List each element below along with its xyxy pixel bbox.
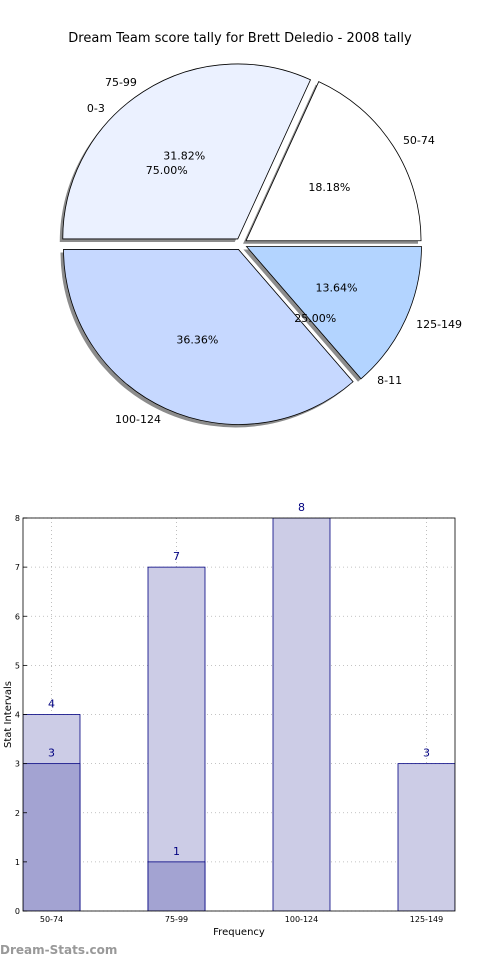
bars xyxy=(23,518,455,911)
pie-label-8-11: 8-11 xyxy=(377,374,402,387)
y-tick-label: 0 xyxy=(15,907,20,916)
x-tick-label: 100-124 xyxy=(285,915,318,924)
y-tick-label: 8 xyxy=(15,514,20,523)
pie-label-75-99: 75-99 xyxy=(105,76,137,89)
x-tick-label: 50-74 xyxy=(40,915,63,924)
watermark: Dream-Stats.com xyxy=(0,943,118,957)
bar-100-124-s0 xyxy=(272,518,331,911)
bar-value-label: 3 xyxy=(423,747,430,760)
y-axis-label: Stat Intervals xyxy=(3,681,14,748)
pie-label-125-149: 125-149 xyxy=(416,318,462,331)
chart-title: Dream Team score tally for Brett Deledio… xyxy=(68,31,412,46)
pie-pct-8-11: 25.00% xyxy=(294,312,336,325)
pie-pct-0-3: 75.00% xyxy=(146,164,188,177)
pie-slice-75-99 xyxy=(62,63,312,240)
y-tick-label: 6 xyxy=(15,612,20,621)
y-tick-label: 2 xyxy=(15,809,20,818)
y-tick-label: 7 xyxy=(15,563,20,572)
y-tick-label: 3 xyxy=(15,760,20,769)
bar-75-99-s1 xyxy=(147,861,206,911)
bar-value-label: 8 xyxy=(298,501,305,514)
pie-slice-50-74 xyxy=(245,81,422,242)
x-axis-label: Frequency xyxy=(213,927,265,938)
bar-50-74-s1 xyxy=(23,763,81,911)
pie-pct-50-74: 18.18% xyxy=(308,181,350,194)
bar-value-label: 3 xyxy=(48,747,55,760)
x-tick-label: 75-99 xyxy=(165,915,188,924)
y-tick-label: 1 xyxy=(15,858,20,867)
pie-slice-100-124 xyxy=(63,249,354,425)
y-tick-label: 5 xyxy=(15,661,20,670)
bar-value-label: 7 xyxy=(173,550,180,563)
bar-75-99-s0 xyxy=(147,566,206,911)
bar-chart: 4 7 8 3 3 1 0 1 2 3 4 5 6 7 8 50-74 75-99 100-124 125-149 F… xyxy=(3,501,456,938)
x-tick-label: 125-149 xyxy=(410,915,443,924)
bar-125-149-s0 xyxy=(397,763,455,911)
pie-pct-100-124: 36.36% xyxy=(176,334,218,347)
bar-value-label: 1 xyxy=(173,845,180,858)
pie-pct-125-149: 13.64% xyxy=(316,282,358,295)
pie-label-0-3: 0-3 xyxy=(87,102,105,115)
pie-slice-125-149 xyxy=(245,246,422,380)
y-tick-label: 4 xyxy=(15,711,20,720)
bar-value-label: 4 xyxy=(48,698,55,711)
pie-label-50-74: 50-74 xyxy=(403,134,435,147)
pie-pct-75-99: 31.82% xyxy=(163,150,205,163)
pie-chart: 50-74 18.18% 75-99 31.82% 100-124 36.36% 125-1… xyxy=(59,63,462,428)
pie-label-100-124: 100-124 xyxy=(115,413,161,426)
